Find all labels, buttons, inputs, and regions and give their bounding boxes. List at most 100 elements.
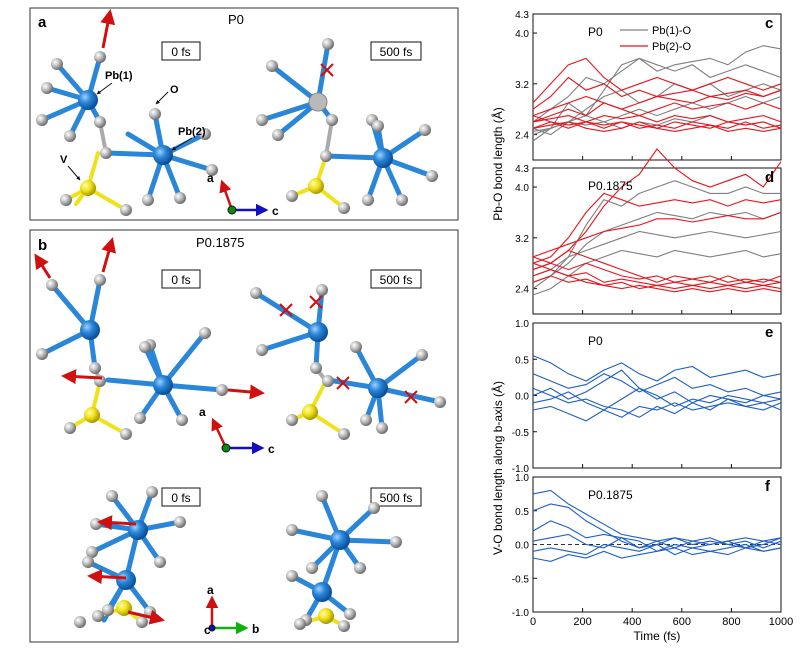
series-line-vo (532, 387, 782, 411)
y-tick-label: -0.5 (512, 574, 530, 585)
series-line-vo (532, 387, 782, 418)
label-v: V (60, 154, 68, 166)
broken-bond-mark-a (320, 63, 334, 77)
label-pb2: Pb(2) (178, 126, 206, 138)
axis-label-c-panel-a: c (272, 204, 279, 218)
panel-b-title: P0.1875 (196, 235, 244, 250)
y-tick-label: 0.0 (515, 541, 529, 552)
pointer-pb1 (96, 82, 113, 95)
chart-stack: 2.4 3.2 4.0 4.3 P0 c Pb(1)-O Pb(2)-O 2.4 3.2 4.0 4.… (490, 10, 793, 643)
structure-b-0fs-top (34, 237, 265, 440)
panel-a: a P0 0 fs 500 fs (29, 7, 459, 221)
label-o: O (170, 84, 179, 96)
structure-b-0fs-bottom (74, 486, 186, 628)
structure-b-500fs-bottom (286, 490, 402, 632)
legend-entry: Pb(2)-O (652, 41, 692, 53)
y-tick-label: 4.0 (515, 183, 529, 194)
panel-b: b P0.1875 0 fs 500 fs (29, 229, 459, 643)
y-tick-label: 2.4 (515, 131, 529, 142)
series-line-pb2 (532, 262, 782, 293)
structure-a-0fs: Pb(1) O Pb(2) V (36, 9, 218, 216)
series-line-pb2 (532, 192, 782, 264)
series-line-vo (532, 373, 782, 397)
axis-label-a-panel-b-top: a (199, 405, 206, 419)
x-tick-label: 1000 (769, 616, 793, 628)
y-tick-label: 4.0 (515, 29, 529, 40)
y-tick-label: 1.0 (515, 473, 529, 484)
chart-f: -1.0 -0.5 0.0 0.5 1.0 0 200 400 600 800 1000 Time (… (512, 473, 793, 643)
panel-a-letter: a (38, 14, 47, 31)
chart-e-letter: e (765, 324, 773, 341)
y-tick-label: 0.0 (515, 392, 529, 403)
y-tick-label: -0.5 (512, 428, 530, 439)
x-tick-label: 0 (530, 616, 536, 628)
panel-a-time-box-0 (161, 41, 201, 61)
chart-d-letter: d (765, 169, 774, 186)
v-bonds-a-0fs (64, 151, 128, 212)
series-line-vo (532, 547, 782, 562)
y-tick-label: 4.3 (515, 10, 529, 21)
axis-label-a-panel-a: a (207, 171, 214, 185)
chart-f-letter: f (765, 478, 771, 495)
panel-b-time-500-top: 500 fs (380, 273, 413, 287)
legend-entry: Pb(1)-O (652, 25, 692, 37)
series-line-pb2 (532, 211, 782, 258)
panel-a-time-box-500 (370, 41, 422, 61)
y-tick-label: -1.0 (512, 608, 530, 619)
axis-label-a-panel-b-bottom: a (207, 583, 214, 597)
atoms-a-0fs (36, 51, 218, 216)
chart-e: -1.0 -0.5 0.0 0.5 1.0 P0 e (512, 319, 782, 475)
axes-indicator-b-top: a c (199, 405, 275, 456)
chart-c-legend: Pb(1)-O Pb(2)-O (620, 25, 692, 53)
panel-a-title: P0 (228, 12, 244, 27)
displacement-arrow-a-0fs (100, 9, 116, 49)
y-axis-label-v-o: V-O bond length along b-axis (Å) (490, 381, 505, 555)
pointer-pb2 (171, 137, 193, 151)
x-tick-label: 800 (722, 616, 740, 628)
series-line-vo (532, 520, 782, 549)
axes-indicator-a: a c (207, 171, 279, 218)
panel-a-frame (29, 7, 459, 221)
y-tick-label: -1.0 (512, 464, 530, 475)
series-line-pb1 (532, 45, 782, 132)
structure-a-500fs (256, 38, 438, 214)
y-tick-label: 4.3 (515, 164, 529, 175)
x-tick-label: 400 (623, 616, 641, 628)
axes-indicator-b-bottom: a c b (204, 583, 259, 637)
chart-f-label: P0.1875 (588, 488, 633, 502)
series-line-pb2 (532, 102, 782, 123)
series-line-pb1 (532, 57, 782, 123)
chart-c-frame (532, 13, 782, 161)
panel-b-frame (29, 229, 459, 643)
series-line-pb2 (532, 57, 782, 104)
series-line-pb2 (532, 115, 782, 123)
axis-label-b-panel-b-bottom: b (252, 622, 259, 636)
broken-bond-marks-b (279, 295, 418, 404)
y-tick-label: 3.2 (515, 80, 529, 91)
series-line-vo (532, 402, 782, 422)
panel-b-time-0-top: 0 fs (171, 273, 190, 287)
y-tick-label: 0.5 (515, 355, 529, 366)
chart-c: 2.4 3.2 4.0 4.3 P0 c Pb(1)-O Pb(2)-O (515, 10, 782, 161)
series-line-vo (532, 543, 782, 556)
x-tick-label: 600 (673, 616, 691, 628)
series-line-vo (532, 369, 782, 404)
chart-c-label: P0 (588, 25, 603, 39)
chart-d-label: P0.1875 (588, 179, 633, 193)
series-line-pb2 (532, 262, 782, 283)
panel-a-time-0: 0 fs (171, 45, 190, 59)
series-line-pb1 (532, 249, 782, 296)
y-tick-label: 1.0 (515, 319, 529, 330)
series-line-vo (532, 355, 782, 382)
series-line-pb1 (532, 180, 781, 277)
y-axis-label-pb-o: Pb-O bond length (Å) (490, 107, 505, 220)
series-line-pb2 (532, 121, 782, 132)
label-pb1: Pb(1) (105, 70, 133, 82)
x-axis-label: Time (fs) (634, 629, 681, 643)
panel-a-time-500: 500 fs (380, 45, 413, 59)
chart-e-label: P0 (588, 334, 603, 348)
y-tick-label: 3.2 (515, 234, 529, 245)
y-tick-label: 2.4 (515, 285, 529, 296)
chart-d-frame (532, 167, 782, 315)
